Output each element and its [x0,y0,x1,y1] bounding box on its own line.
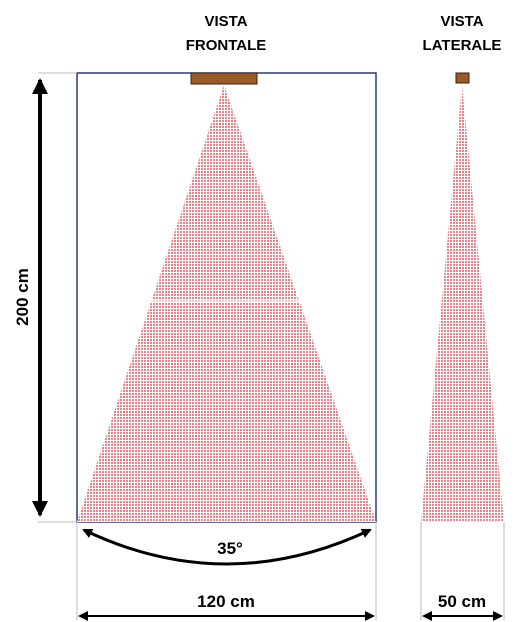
front-detection-cone [77,85,376,522]
side-view-title-line1: VISTA [440,13,483,30]
side-view: VISTA LATERALE 50 cm [420,13,505,621]
front-sensor [190,72,258,85]
side-view-title-line2: LATERALE [423,37,502,54]
front-width-label: 120 cm [197,592,255,611]
front-view-title-line2: FRONTALE [186,37,267,54]
angle-label: 35° [217,539,243,558]
height-label: 200 cm [13,268,32,326]
front-view: VISTA FRONTALE 200 cm 35° 120 cm [13,13,377,621]
angle-arc [82,528,372,566]
front-view-title-line1: VISTA [204,13,247,30]
side-sensor [455,72,470,84]
side-width-label: 50 cm [438,592,486,611]
side-detection-cone [421,85,504,522]
